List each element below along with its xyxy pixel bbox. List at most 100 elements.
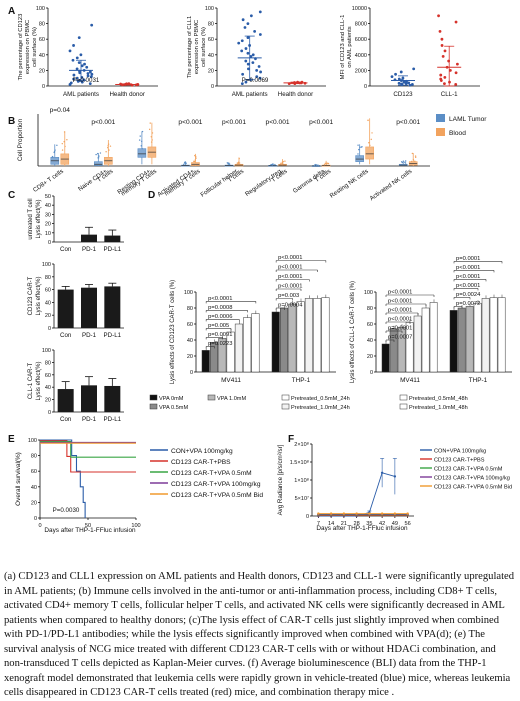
- panel-b-outlier: [238, 157, 240, 160]
- panel-b-outlier: [404, 160, 407, 162]
- panel-c-chart-3-bar: [81, 385, 97, 412]
- panel-d-legend-label: Pretreated_0.5mM_48h: [409, 396, 468, 402]
- panel-d-chart-2-bar: [473, 302, 482, 373]
- panel-c-chart-1-y-tick-label: 30: [45, 212, 51, 218]
- panel-a-chart-2-data-point: [246, 36, 250, 40]
- panel-d-chart-1-bar: [226, 331, 235, 373]
- panel-e-x-tick-label: 50: [85, 523, 91, 529]
- panel-a-chart-3-data-point: [408, 83, 412, 87]
- panel-a-chart-2-data-point: [243, 26, 247, 29]
- panel-e-letter: E: [8, 434, 15, 445]
- panel-c-chart-3-y-tick-label: 100: [42, 348, 51, 354]
- panel-a-chart-1-data-point: [83, 62, 86, 66]
- panel-e-pvalue: P=0.0030: [53, 507, 80, 514]
- panel-a-chart-2-category-label: Health donor: [278, 91, 313, 98]
- panel-b-outlier: [414, 160, 416, 162]
- panel-b-outlier: [238, 162, 241, 164]
- panel-a-chart-1-data-point: [86, 74, 90, 78]
- panel-b-outlier: [151, 132, 154, 134]
- panel-b-box: [94, 161, 103, 166]
- panel-d-chart-1-bar: [234, 323, 243, 373]
- panel-d-chart-2-bracket-pvalue: p=0.0001: [388, 326, 412, 332]
- panel-c-chart-1-y-tick-label: 10: [45, 231, 51, 237]
- panel-b-outlier: [151, 139, 153, 141]
- panel-d-chart-1-bracket-pvalue: p=0.0004: [278, 303, 303, 309]
- panel-a-chart-3-data-point: [447, 59, 451, 63]
- panel-c-chart-2-y-tick-label: 20: [45, 313, 51, 319]
- panel-c-chart-3-y-tick-label: 80: [45, 360, 51, 366]
- panel-b-outlier: [183, 163, 185, 166]
- panel-b-outlier: [99, 152, 102, 154]
- panel-d-chart-1-bracket-pvalue: p<0.0001: [208, 296, 232, 302]
- panel-a-chart-2-data-point: [251, 53, 255, 57]
- panel-d-chart-1-bracket-pvalue: p<0.0001: [278, 274, 302, 280]
- panel-b-outlier: [412, 159, 415, 161]
- panel-f-legend-label: CD123 CAR-T+VPA 0.5mM: [434, 467, 503, 473]
- panel-b-outlier: [272, 163, 274, 166]
- panel-d-chart-1-group-label: THP-1: [292, 377, 311, 384]
- panel-a-chart-1-data-point: [72, 44, 75, 47]
- panel-f-y-tick-label: 5×10⁷: [295, 495, 309, 502]
- panel-a-chart-3-data-point: [454, 71, 458, 75]
- panel-a-chart-1-category-label: Health donor: [109, 91, 144, 98]
- panel-d-legend-swatch: [149, 394, 158, 401]
- panel-d-chart-1-ylabel: Lysis effects of CD123 CAR-T cells (%): [170, 280, 176, 384]
- panel-e-survival-curve: [40, 440, 136, 473]
- panel-a-chart-1-ylabel: cell surface (%): [32, 27, 38, 67]
- panel-f-x-tick-label: 28: [354, 521, 360, 527]
- panel-a-chart-1-y-tick-label: 20: [39, 68, 45, 74]
- panel-c-chart-1-ylabel: Lysis effect(%): [36, 199, 42, 238]
- panel-a-chart-2-data-point: [253, 30, 257, 33]
- panel-a-chart-3-data-point: [454, 83, 458, 86]
- panel-a-chart-1-ylabel: expression on PBMC: [25, 20, 31, 74]
- panel-a-chart-1-y-tick-label: 80: [39, 22, 45, 28]
- panel-c-chart-2-y-tick-label: 80: [45, 275, 51, 281]
- panel-a-chart-2-data-point: [240, 49, 244, 53]
- panel-a-chart-1-data-point: [86, 72, 90, 75]
- panel-c-chart-3-y-tick-label: 20: [45, 398, 51, 404]
- panel-a-chart-2-category-label: AML patients: [232, 91, 268, 98]
- panel-a-chart-3-data-point: [440, 37, 444, 41]
- panel-d-chart-2-bar: [397, 326, 406, 373]
- panel-a-chart-3-y-tick-label: 10000: [352, 6, 367, 12]
- panel-a-chart-1-data-point: [75, 56, 79, 60]
- panel-d-chart-1-bar: [218, 338, 227, 373]
- panel-b-outlier: [195, 157, 197, 159]
- panel-d-chart-1-bracket-pvalue: p<0.0001: [278, 265, 302, 271]
- panel-d-chart-1-bar: [251, 313, 260, 373]
- panel-d-chart-1-bar: [210, 342, 219, 373]
- panel-a-chart-1-y-tick-label: 60: [39, 37, 45, 43]
- panel-a-chart-1-y-tick-label: 40: [39, 53, 45, 59]
- panel-b-outlier: [61, 149, 64, 151]
- panel-c-chart-2-y-tick-label: 0: [48, 326, 51, 332]
- panel-e-y-tick-label: 20: [31, 500, 37, 506]
- panel-b-outlier: [315, 164, 318, 166]
- panel-b-outlier: [66, 139, 68, 141]
- panel-d-chart-1-bracket-pvalue: p<0.0001: [278, 284, 302, 290]
- panel-b-outlier: [359, 146, 361, 148]
- panel-d-legend-label: VPA 1.0mM: [217, 396, 246, 402]
- panel-c-chart-2-ylabel: Lysis effect(%): [36, 276, 42, 315]
- panel-f-y-tick-label: 1×10⁸: [294, 477, 309, 484]
- panel-a-chart-2-data-point: [247, 67, 250, 71]
- panel-d-chart-2-y-tick-label: 20: [367, 354, 373, 360]
- panel-d-chart-2-y-tick-label: 40: [367, 338, 373, 344]
- panel-b-outlier: [140, 140, 143, 143]
- panel-c-chart-2-bar: [104, 286, 121, 328]
- panel-d-chart-2-bar: [449, 310, 458, 373]
- panel-d-chart-1-bracket-pvalue: p=0.0008: [208, 305, 232, 311]
- panel-d-legend-swatch: [399, 403, 408, 410]
- panel-e-xlabel: Days after THP-1-FFluc infusion: [44, 527, 136, 534]
- panel-c-chart-2-category-label: PD-L1: [104, 332, 122, 339]
- panel-b-letter: B: [8, 116, 15, 127]
- panel-b-legend-label: LAML Tumor: [449, 116, 487, 123]
- panel-a-chart-2-data-point: [246, 62, 250, 66]
- panel-a-chart-3-data-point: [412, 67, 416, 71]
- panel-d-chart-2-bar: [497, 297, 506, 373]
- panel-e-y-tick-label: 40: [31, 485, 37, 491]
- panel-b-pvalue: p<0.001: [309, 119, 333, 126]
- panel-d-chart-2-bracket-pvalue: p=0.0001: [456, 256, 480, 262]
- panel-d-chart-1-y-tick-label: 0: [190, 370, 193, 376]
- panel-a-chart-1-data-point: [79, 53, 83, 57]
